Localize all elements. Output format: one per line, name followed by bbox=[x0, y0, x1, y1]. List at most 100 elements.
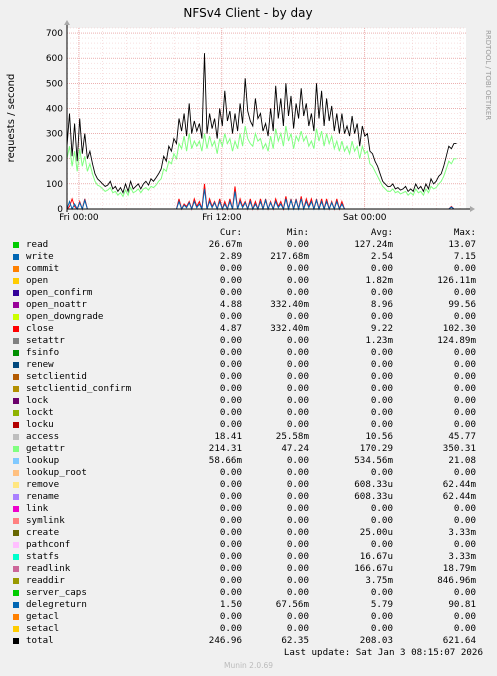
legend-min: 0.00 bbox=[286, 527, 309, 538]
legend-max: 0.00 bbox=[453, 287, 476, 298]
legend-name: fsinfo bbox=[26, 347, 60, 358]
legend-min: 0.00 bbox=[286, 515, 309, 526]
legend-min: 0.00 bbox=[286, 575, 309, 586]
legend-name: readlink bbox=[26, 563, 71, 574]
legend-row-open_confirm: open_confirm 0.00 0.00 0.00 0.00 bbox=[12, 287, 482, 299]
legend-swatch bbox=[13, 422, 19, 428]
legend-row-rename: rename 0.00 0.00 608.33u 62.44m bbox=[12, 491, 482, 503]
legend-cur: 0.00 bbox=[219, 287, 242, 298]
legend-avg: 608.33u bbox=[354, 491, 393, 502]
legend-avg: 208.03 bbox=[359, 635, 393, 646]
legend-avg: 8.96 bbox=[370, 299, 393, 310]
legend-max: 0.00 bbox=[453, 467, 476, 478]
legend-avg: 0.00 bbox=[370, 395, 393, 406]
legend-min: 0.00 bbox=[286, 623, 309, 634]
legend-cur: 0.00 bbox=[219, 479, 242, 490]
legend-avg: 1.23m bbox=[365, 335, 393, 346]
legend-swatch bbox=[13, 314, 19, 320]
legend-header-max: Max: bbox=[453, 227, 476, 238]
legend-max: 0.00 bbox=[453, 611, 476, 622]
legend-row-fsinfo: fsinfo 0.00 0.00 0.00 0.00 bbox=[12, 347, 482, 359]
legend-header-avg: Avg: bbox=[370, 227, 393, 238]
legend-name: locku bbox=[26, 419, 54, 430]
legend-avg: 2.54 bbox=[370, 251, 393, 262]
legend-cur: 214.31 bbox=[208, 443, 242, 454]
legend-name: commit bbox=[26, 263, 60, 274]
legend-max: 99.56 bbox=[448, 299, 476, 310]
legend-swatch bbox=[13, 434, 19, 440]
legend-swatch bbox=[13, 554, 19, 560]
legend-row-symlink: symlink 0.00 0.00 0.00 0.00 bbox=[12, 515, 482, 527]
legend-max: 0.00 bbox=[453, 503, 476, 514]
legend-row-access: access 18.41 25.58m 10.56 45.77 bbox=[12, 431, 482, 443]
legend-cur: 0.00 bbox=[219, 395, 242, 406]
legend-row-create: create 0.00 0.00 25.00u 3.33m bbox=[12, 527, 482, 539]
legend-cur: 0.00 bbox=[219, 263, 242, 274]
legend-name: create bbox=[26, 527, 60, 538]
legend-swatch bbox=[13, 482, 19, 488]
legend-avg: 166.67u bbox=[354, 563, 393, 574]
legend-cur: 0.00 bbox=[219, 275, 242, 286]
legend-avg: 170.29 bbox=[359, 443, 393, 454]
legend-name: renew bbox=[26, 359, 54, 370]
y-tick-label: 600 bbox=[46, 54, 63, 64]
legend-name: statfs bbox=[26, 551, 60, 562]
y-tick-label: 300 bbox=[46, 130, 63, 140]
legend-avg: 0.00 bbox=[370, 503, 393, 514]
legend-swatch bbox=[13, 278, 19, 284]
legend-min: 0.00 bbox=[286, 395, 309, 406]
legend-swatch bbox=[13, 614, 19, 620]
legend-row-lookup: lookup 58.66m 0.00 534.56m 21.08 bbox=[12, 455, 482, 467]
legend-max: 62.44m bbox=[442, 479, 476, 490]
legend-name: delegreturn bbox=[26, 599, 87, 610]
legend-row-remove: remove 0.00 0.00 608.33u 62.44m bbox=[12, 479, 482, 491]
legend-max: 90.81 bbox=[448, 599, 476, 610]
legend-row-lockt: lockt 0.00 0.00 0.00 0.00 bbox=[12, 407, 482, 419]
legend-name: lockt bbox=[26, 407, 54, 418]
legend-min: 0.00 bbox=[286, 503, 309, 514]
legend-row-pathconf: pathconf 0.00 0.00 0.00 0.00 bbox=[12, 539, 482, 551]
legend-max: 3.33m bbox=[448, 551, 476, 562]
legend-max: 102.30 bbox=[442, 323, 476, 334]
legend-row-total: total 246.96 62.35 208.03 621.64 bbox=[12, 635, 482, 647]
legend-cur: 0.00 bbox=[219, 551, 242, 562]
legend-avg: 25.00u bbox=[359, 527, 393, 538]
legend-row-link: link 0.00 0.00 0.00 0.00 bbox=[12, 503, 482, 515]
legend-name: rename bbox=[26, 491, 60, 502]
legend-name: link bbox=[26, 503, 49, 514]
legend-name: lock bbox=[26, 395, 49, 406]
legend-row-statfs: statfs 0.00 0.00 16.67u 3.33m bbox=[12, 551, 482, 563]
legend-swatch bbox=[13, 242, 19, 248]
legend-avg: 0.00 bbox=[370, 407, 393, 418]
legend-cur: 1.50 bbox=[219, 599, 242, 610]
legend-swatch bbox=[13, 374, 19, 380]
legend-max: 0.00 bbox=[453, 311, 476, 322]
legend-min: 217.68m bbox=[270, 251, 309, 262]
legend-cur: 0.00 bbox=[219, 611, 242, 622]
legend-name: total bbox=[26, 635, 54, 646]
legend-cur: 0.00 bbox=[219, 311, 242, 322]
legend-row-read: read 26.67m 0.00 127.24m 13.07 bbox=[12, 239, 482, 251]
chart: NFSv4 Client - by day requests / second … bbox=[6, 6, 492, 223]
legend-min: 0.00 bbox=[286, 263, 309, 274]
legend-cur: 18.41 bbox=[214, 431, 242, 442]
y-tick-label: 0 bbox=[57, 205, 63, 215]
series-line-getattr bbox=[66, 125, 457, 198]
legend-header: Cur: Min: Avg: Max: bbox=[12, 227, 482, 239]
legend-min: 0.00 bbox=[286, 539, 309, 550]
legend-max: 0.00 bbox=[453, 407, 476, 418]
legend-row-setclientid: setclientid 0.00 0.00 0.00 0.00 bbox=[12, 371, 482, 383]
legend-header-min: Min: bbox=[286, 227, 309, 238]
legend-swatch bbox=[13, 410, 19, 416]
legend-min: 0.00 bbox=[286, 239, 309, 250]
legend-avg: 3.75m bbox=[365, 575, 393, 586]
legend-name: readdir bbox=[26, 575, 65, 586]
legend-name: pathconf bbox=[26, 539, 71, 550]
legend-max: 7.15 bbox=[453, 251, 476, 262]
legend-avg: 0.00 bbox=[370, 347, 393, 358]
legend-max: 0.00 bbox=[453, 515, 476, 526]
legend-name: getacl bbox=[26, 611, 60, 622]
legend-swatch bbox=[13, 350, 19, 356]
legend-cur: 2.89 bbox=[219, 251, 242, 262]
legend-row-renew: renew 0.00 0.00 0.00 0.00 bbox=[12, 359, 482, 371]
